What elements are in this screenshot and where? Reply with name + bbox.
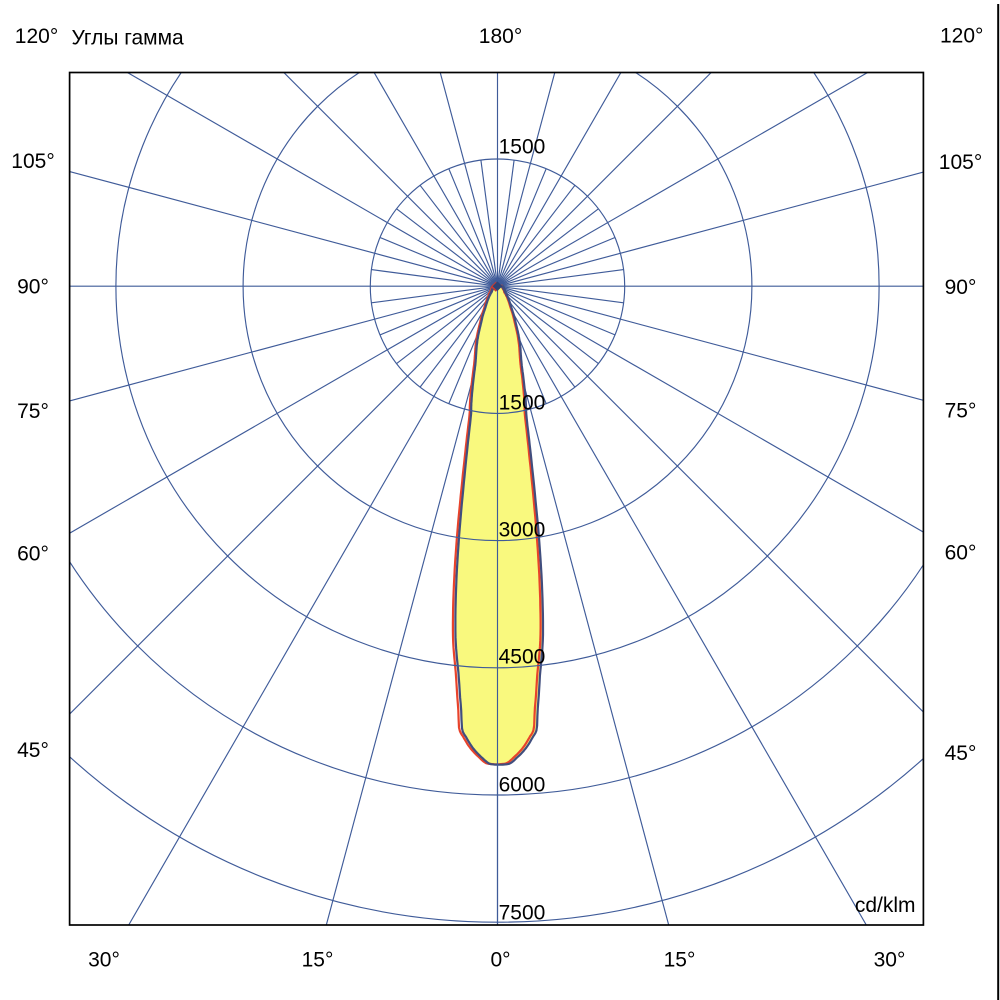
- svg-text:1500: 1500: [499, 391, 546, 414]
- svg-text:75°: 75°: [17, 400, 49, 423]
- svg-text:105°: 105°: [939, 151, 982, 174]
- svg-text:30°: 30°: [874, 949, 906, 972]
- svg-text:60°: 60°: [945, 542, 977, 565]
- svg-text:180°: 180°: [479, 25, 522, 48]
- svg-text:7500: 7500: [499, 901, 546, 924]
- svg-text:75°: 75°: [945, 400, 977, 423]
- svg-text:90°: 90°: [945, 276, 977, 299]
- svg-text:105°: 105°: [11, 150, 54, 173]
- svg-text:30°: 30°: [88, 949, 120, 972]
- svg-text:Углы гамма: Углы гамма: [72, 27, 185, 50]
- svg-text:90°: 90°: [17, 276, 49, 299]
- svg-text:0°: 0°: [490, 949, 510, 972]
- svg-text:6000: 6000: [499, 773, 546, 796]
- svg-text:3000: 3000: [499, 519, 546, 542]
- svg-text:60°: 60°: [17, 543, 49, 566]
- svg-text:15°: 15°: [302, 949, 334, 972]
- svg-text:45°: 45°: [17, 739, 49, 762]
- svg-text:45°: 45°: [945, 742, 977, 765]
- svg-text:120°: 120°: [15, 25, 58, 48]
- svg-text:4500: 4500: [499, 645, 546, 668]
- svg-text:120°: 120°: [940, 25, 983, 48]
- svg-text:cd/klm: cd/klm: [855, 894, 916, 917]
- svg-text:1500: 1500: [499, 135, 546, 158]
- svg-text:15°: 15°: [664, 949, 696, 972]
